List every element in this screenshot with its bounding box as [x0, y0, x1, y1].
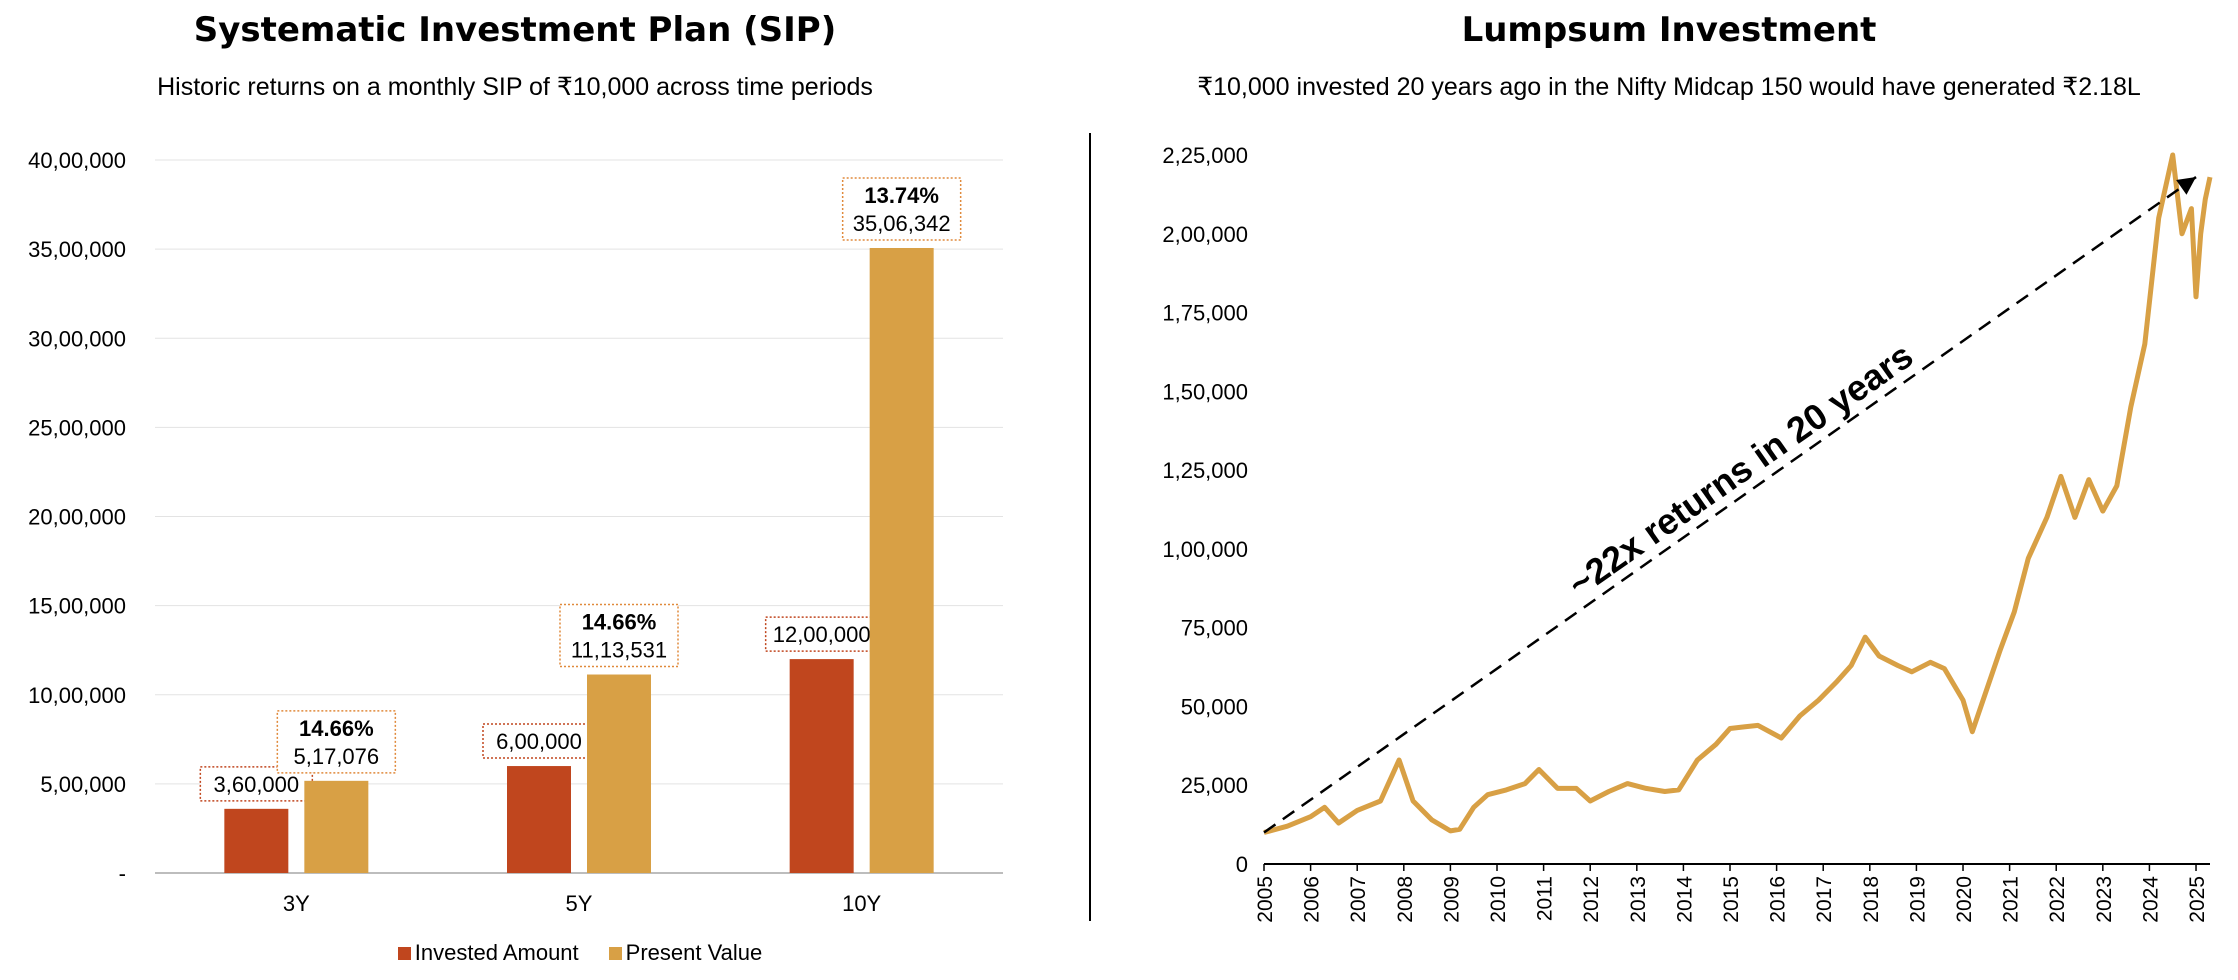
data-label: 11,13,531 — [571, 638, 667, 663]
legend-label-invested: Invested Amount — [414, 940, 579, 965]
y-tick-label: 1,00,000 — [1162, 537, 1248, 562]
trend-dashed-arrow — [1263, 176, 2197, 834]
data-label-box — [276, 710, 397, 774]
sip-chart-title: Systematic Investment Plan (SIP) — [193, 10, 837, 50]
y-tick-label: 0 — [1236, 852, 1248, 877]
y-tick-label: 5,00,000 — [40, 772, 126, 797]
y-tick-label: 1,75,000 — [1162, 301, 1248, 326]
sip-bar-chart: - 5,00,000 10,00,000 15,00,000 20,00,000 25,0… — [28, 148, 1003, 916]
x-tick-label: 2014 — [1673, 876, 1696, 923]
x-tick-label: 2021 — [2000, 876, 2023, 923]
panel-divider — [1089, 133, 1091, 921]
lumpsum-chart-subtitle: ₹10,000 invested 20 years ago in the Nif… — [1197, 73, 2141, 101]
x-tick-label: 2016 — [1767, 876, 1790, 923]
x-tick-label: 2017 — [1813, 876, 1836, 923]
arrowhead — [2176, 177, 2197, 195]
y-tick-label: 2,25,000 — [1162, 143, 1248, 168]
returns-annotation: ~22x returns in 20 years — [1560, 335, 1920, 605]
data-label: 5,17,076 — [294, 744, 380, 769]
legend-swatch-present — [608, 946, 622, 960]
y-tick-label: - — [119, 861, 126, 886]
bar-present — [587, 674, 651, 873]
y-tick-label: 35,00,000 — [28, 237, 126, 262]
x-tick-label: 2024 — [2139, 876, 2162, 923]
x-tick-label: 2007 — [1347, 876, 1370, 923]
x-tick-label: 3Y — [283, 891, 310, 916]
x-tick-label: 2010 — [1487, 876, 1510, 923]
sip-legend: Invested Amount Present Value — [0, 940, 1160, 966]
x-tick-label: 2015 — [1720, 876, 1743, 923]
data-label-box — [841, 177, 962, 241]
bar-invested — [789, 659, 854, 873]
bar-present — [869, 247, 934, 874]
x-tick-label: 2008 — [1394, 876, 1417, 923]
y-tick-label: 50,000 — [1181, 694, 1248, 719]
x-tick-label: 10Y — [842, 891, 881, 916]
data-label-box — [482, 723, 596, 759]
x-tick-label: 2022 — [2046, 876, 2069, 923]
legend-item-invested: Invested Amount — [397, 940, 579, 966]
x-tick-label: 2018 — [1860, 876, 1883, 923]
legend-swatch-invested — [397, 946, 411, 960]
x-tick-label: 2013 — [1627, 876, 1650, 923]
data-label: 35,06,342 — [853, 211, 951, 236]
x-tick-label: 2006 — [1301, 876, 1324, 923]
bar-present — [304, 780, 369, 873]
x-tick-label: 2009 — [1440, 876, 1463, 923]
return-label: 14.66% — [299, 716, 374, 741]
y-tick-label: 75,000 — [1181, 616, 1248, 641]
y-tick-label: 25,000 — [1181, 773, 1248, 798]
data-label: 6,00,000 — [496, 729, 582, 754]
bar-invested — [224, 808, 289, 873]
data-label-box — [764, 616, 879, 652]
y-tick-label: 1,25,000 — [1162, 458, 1248, 483]
bar-invested — [507, 766, 571, 873]
y-tick-label: 2,00,000 — [1162, 222, 1248, 247]
legend-item-present: Present Value — [608, 940, 763, 966]
legend-label-present: Present Value — [625, 940, 763, 965]
x-tick-label: 2020 — [1953, 876, 1976, 923]
y-tick-label: 20,00,000 — [28, 505, 126, 530]
x-tick-label: 2023 — [2093, 876, 2116, 923]
x-tick-label: 5Y — [566, 891, 593, 916]
x-tick-label: 2011 — [1534, 876, 1557, 921]
x-tick-label: 2025 — [2186, 876, 2209, 923]
data-label: 3,60,000 — [214, 772, 300, 797]
x-tick-label: 2012 — [1580, 876, 1603, 923]
y-tick-label: 1,50,000 — [1162, 379, 1248, 404]
y-tick-label: 15,00,000 — [28, 594, 126, 619]
sip-chart-subtitle: Historic returns on a monthly SIP of ₹10… — [157, 73, 873, 101]
data-label: 12,00,000 — [773, 622, 871, 647]
lumpsum-line-chart: 0 25,000 50,000 75,000 1,00,000 1,25,000 1,50,… — [1162, 143, 2213, 923]
return-label: 13.74% — [864, 183, 939, 208]
y-tick-label: 25,00,000 — [28, 415, 126, 440]
y-tick-label: 30,00,000 — [28, 326, 126, 351]
nifty-midcap-line — [1263, 152, 2213, 835]
y-tick-label: 10,00,000 — [28, 683, 126, 708]
return-label: 14.66% — [582, 610, 657, 635]
x-tick-label: 2019 — [1906, 876, 1929, 923]
y-tick-label: 40,00,000 — [28, 148, 126, 173]
data-label-box — [559, 603, 679, 668]
lumpsum-chart-title: Lumpsum Investment — [1461, 10, 1877, 50]
x-tick-label: 2005 — [1254, 876, 1277, 923]
